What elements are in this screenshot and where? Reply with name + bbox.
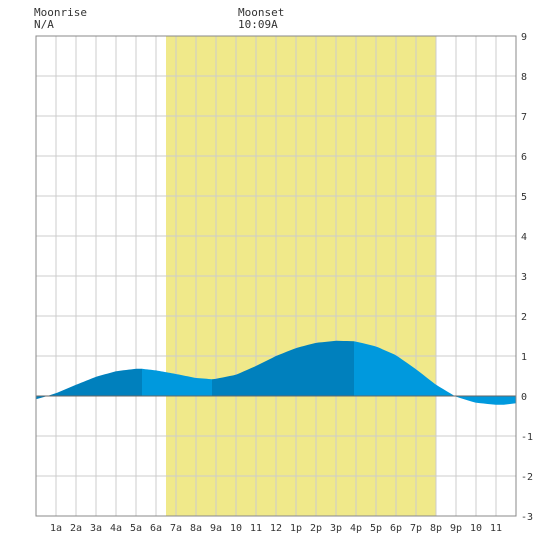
moonrise-value: N/A xyxy=(34,18,54,31)
x-tick-label: 3a xyxy=(90,523,102,534)
x-tick-label: 4a xyxy=(110,523,122,534)
y-tick-label: 3 xyxy=(521,272,527,283)
x-tick-label: 11 xyxy=(490,523,502,534)
y-tick-label: 8 xyxy=(521,72,527,83)
x-tick-label: 6a xyxy=(150,523,162,534)
x-tick-label: 2a xyxy=(70,523,82,534)
tide-area xyxy=(142,368,212,396)
y-tick-label: -1 xyxy=(521,432,533,443)
x-tick-label: 7a xyxy=(170,523,182,534)
y-tick-label: 7 xyxy=(521,112,527,123)
tide-area xyxy=(354,341,516,405)
tide-area xyxy=(212,340,354,396)
tide-area xyxy=(36,368,142,400)
x-tick-label: 1a xyxy=(50,523,62,534)
x-tick-label: 3p xyxy=(330,523,342,534)
y-tick-label: 0 xyxy=(521,392,527,403)
y-tick-label: 6 xyxy=(521,152,527,163)
moonrise-label: Moonrise xyxy=(34,6,87,19)
x-tick-label: 6p xyxy=(390,523,402,534)
x-tick-label: 10 xyxy=(470,523,482,534)
x-tick-label: 2p xyxy=(310,523,322,534)
y-tick-label: 5 xyxy=(521,192,527,203)
moonset-label: Moonset xyxy=(238,6,285,19)
x-tick-label: 4p xyxy=(350,523,362,534)
moonset-value: 10:09A xyxy=(238,18,278,31)
y-tick-label: 2 xyxy=(521,312,527,323)
y-tick-label: -3 xyxy=(521,512,533,523)
y-tick-label: 1 xyxy=(521,352,527,363)
y-tick-label: 9 xyxy=(521,32,527,43)
x-tick-label: 8p xyxy=(430,523,442,534)
x-tick-label: 9p xyxy=(450,523,462,534)
x-tick-label: 9a xyxy=(210,523,222,534)
x-tick-label: 12 xyxy=(270,523,282,534)
x-tick-label: 11 xyxy=(250,523,262,534)
x-tick-label: 10 xyxy=(230,523,242,534)
y-tick-label: -2 xyxy=(521,472,533,483)
x-tick-label: 5p xyxy=(370,523,382,534)
x-tick-label: 1p xyxy=(290,523,302,534)
x-tick-label: 5a xyxy=(130,523,142,534)
plot-border xyxy=(35,35,517,517)
x-tick-label: 7p xyxy=(410,523,422,534)
y-tick-label: 4 xyxy=(521,232,527,243)
x-tick-label: 8a xyxy=(190,523,202,534)
